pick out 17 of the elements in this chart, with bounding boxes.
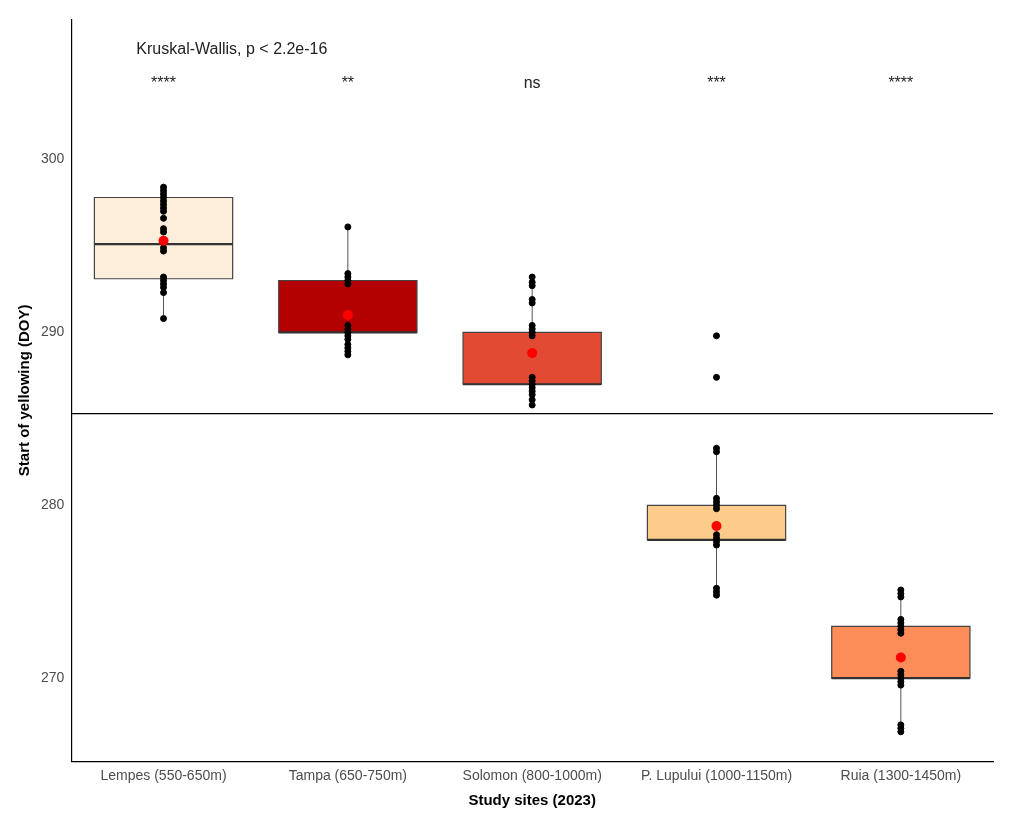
- y-tick-label: 290: [41, 323, 65, 340]
- y-tick-label: 300: [41, 150, 65, 167]
- annotation: Kruskal-Wallis, p < 2.2e-16: [136, 39, 328, 57]
- annotation: ****: [888, 73, 914, 91]
- annotation: ****: [151, 73, 176, 91]
- y-tick-label: 270: [41, 669, 65, 686]
- x-tick-label: Lempes (550-650m): [100, 767, 227, 784]
- y-axis-title: Start of yellowing (DOY): [15, 304, 33, 477]
- x-tick-label: Ruia (1300-1450m): [840, 767, 962, 784]
- x-tick-label: Solomon (800-1000m): [462, 767, 602, 784]
- x-axis-title: Study sites (2023): [468, 791, 596, 809]
- annotation: ns: [523, 73, 541, 91]
- y-tick-label: 280: [41, 496, 65, 513]
- x-tick-label: Tampa (650-750m): [288, 767, 407, 784]
- x-tick-label: P. Lupului (1000-1150m): [640, 767, 793, 784]
- annotation: ***: [707, 73, 726, 91]
- annotation: **: [341, 73, 355, 91]
